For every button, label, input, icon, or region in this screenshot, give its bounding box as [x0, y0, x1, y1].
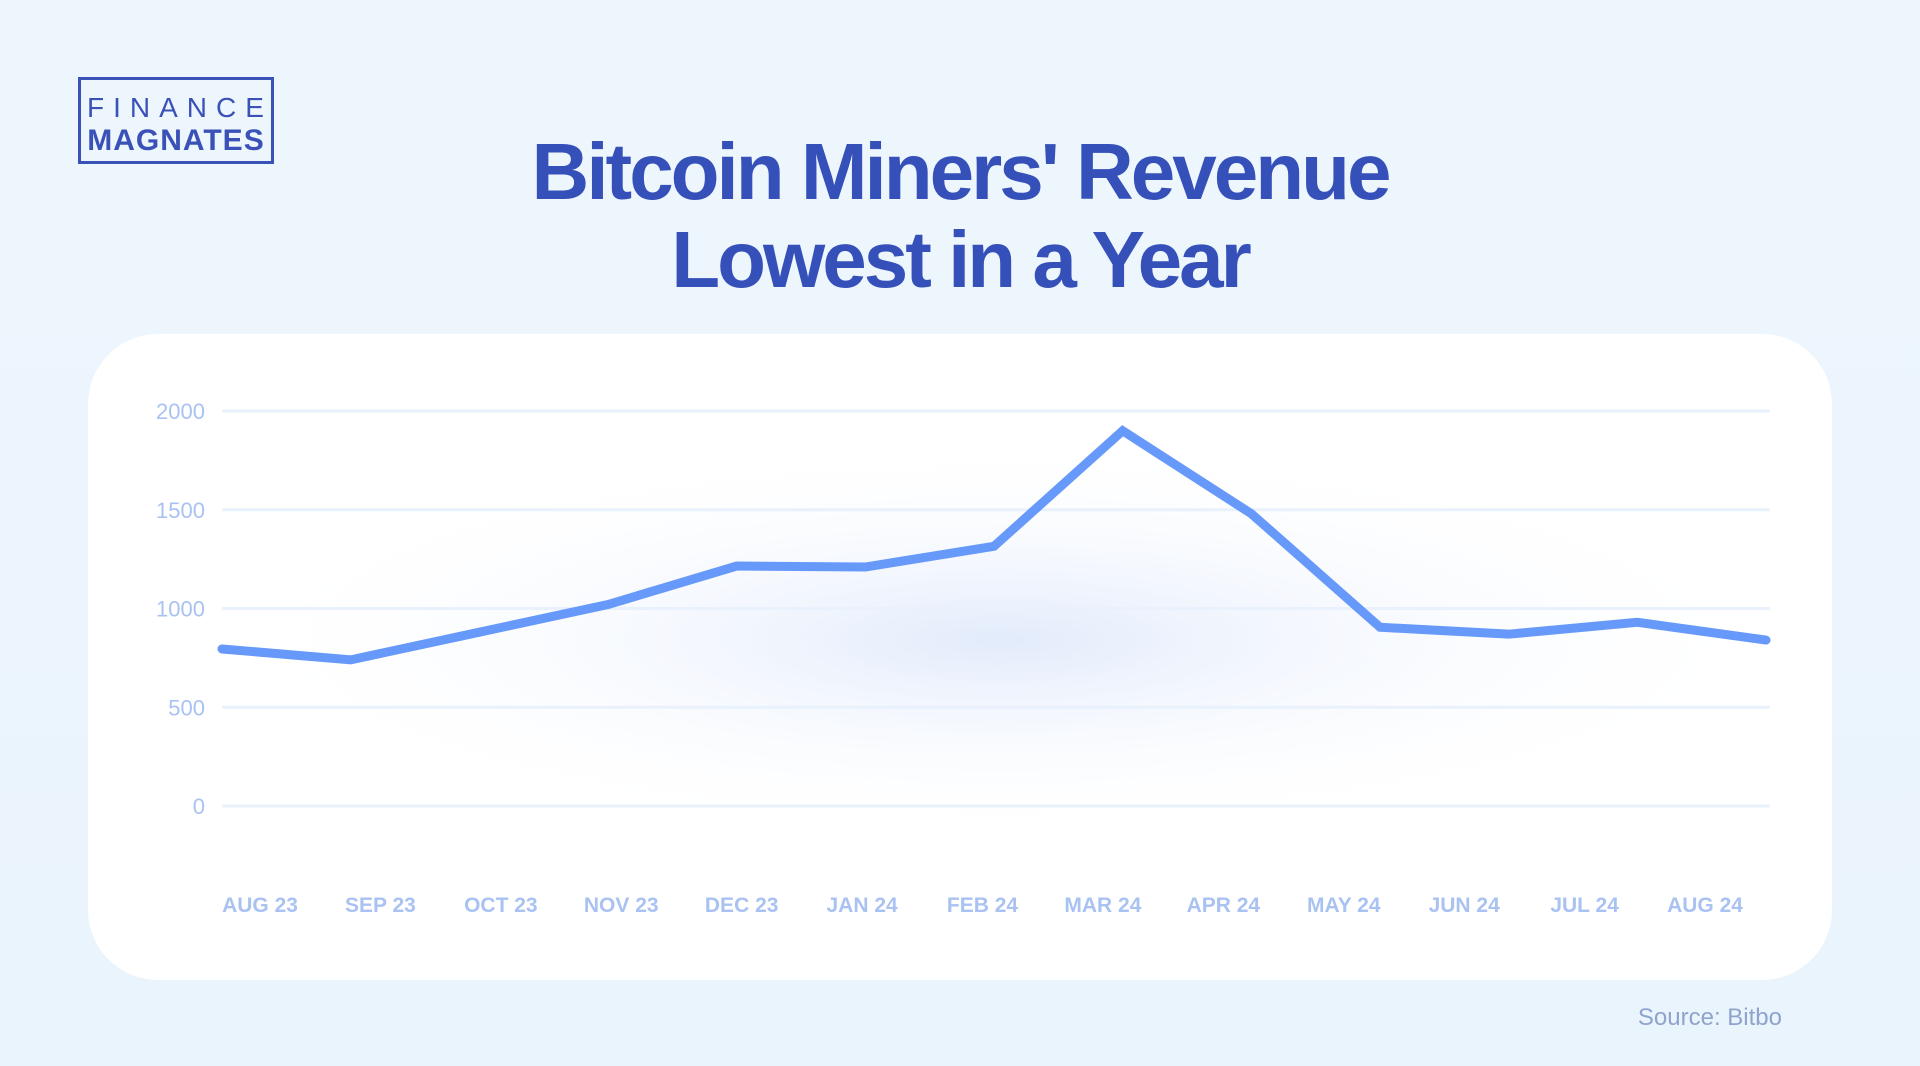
x-tick-label: AUG 24	[1667, 894, 1743, 917]
data-point	[864, 566, 867, 569]
x-tick-label: DEC 23	[705, 894, 779, 917]
logo-line2: MAGNATES	[87, 124, 265, 157]
data-point	[607, 603, 609, 606]
y-tick-label: 1000	[156, 597, 205, 622]
x-tick-label: JUL 24	[1550, 894, 1619, 917]
x-tick-label: APR 24	[1187, 894, 1261, 917]
x-tick-label: OCT 23	[464, 894, 538, 917]
data-point	[1250, 512, 1253, 515]
data-point	[478, 631, 481, 634]
data-point	[1636, 621, 1639, 624]
x-tick-label: NOV 23	[584, 894, 659, 917]
finance-magnates-logo: FINANCE MAGNATES	[78, 77, 274, 164]
glow-background	[200, 440, 1800, 840]
data-point	[993, 545, 995, 548]
x-tick-label: AUG 23	[222, 894, 298, 917]
chart-title: Bitcoin Miners' Revenue Lowest in a Year	[0, 128, 1920, 304]
x-tick-label: JUN 24	[1429, 894, 1501, 917]
title-line2: Lowest in a Year	[671, 215, 1251, 304]
logo-line1: FINANCE	[87, 92, 273, 123]
x-tick-label: FEB 24	[947, 894, 1019, 917]
y-tick-label: 2000	[156, 399, 205, 424]
data-point	[1765, 639, 1767, 642]
x-tick-label: MAY 24	[1307, 894, 1381, 917]
data-point	[1507, 633, 1510, 636]
data-point	[349, 658, 352, 661]
source-label: Source: Bitbo	[1637, 1004, 1782, 1031]
data-point	[221, 647, 223, 650]
y-tick-label: 1500	[156, 498, 205, 523]
x-tick-label: MAR 24	[1064, 894, 1141, 917]
data-point	[1121, 429, 1124, 432]
x-tick-label: SEP 23	[345, 894, 416, 917]
y-tick-label: 0	[193, 794, 205, 819]
x-tick-label: JAN 24	[826, 894, 898, 917]
data-point	[1379, 626, 1381, 629]
data-point	[735, 565, 738, 568]
y-tick-label: 500	[168, 695, 205, 720]
title-line1: Bitcoin Miners' Revenue	[531, 127, 1392, 216]
